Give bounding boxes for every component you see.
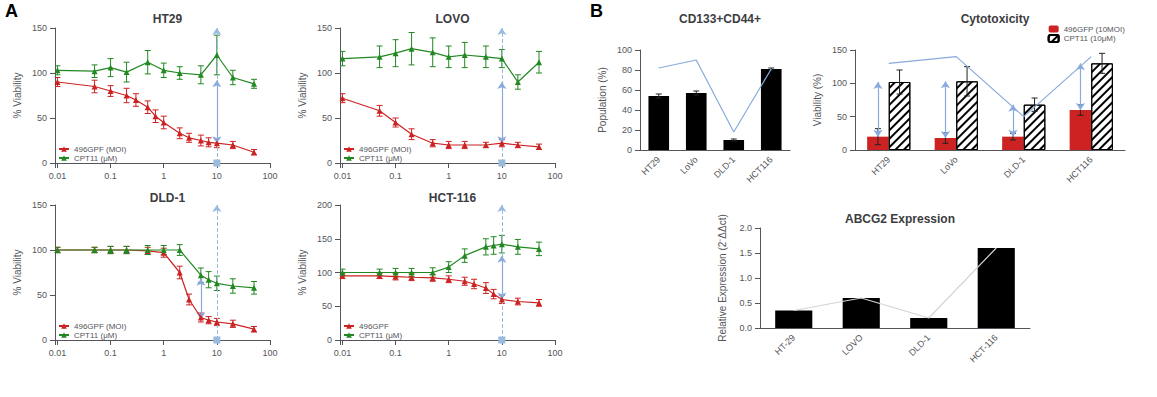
svg-text:150: 150 xyxy=(317,234,332,244)
svg-text:0.0: 0.0 xyxy=(739,323,752,333)
svg-text:10: 10 xyxy=(212,171,222,181)
svg-text:0.1: 0.1 xyxy=(104,348,117,358)
svg-text:150: 150 xyxy=(32,23,47,33)
svg-text:CPT11 (μM): CPT11 (μM) xyxy=(74,331,117,340)
svg-text:CD133+CD44+: CD133+CD44+ xyxy=(679,12,761,26)
svg-text:HCT-116: HCT-116 xyxy=(429,191,477,205)
svg-text:100: 100 xyxy=(262,348,277,358)
svg-text:10: 10 xyxy=(497,348,507,358)
svg-text:1: 1 xyxy=(446,171,451,181)
svg-text:ABCG2 Expression: ABCG2 Expression xyxy=(845,212,955,226)
svg-text:DLD-1: DLD-1 xyxy=(712,154,737,179)
svg-text:Relative Expression (2⁻ΔΔct): Relative Expression (2⁻ΔΔct) xyxy=(717,214,728,342)
svg-text:% Viability: % Viability xyxy=(12,73,23,119)
svg-text:HCT116: HCT116 xyxy=(1065,154,1095,184)
svg-text:% Viability: % Viability xyxy=(12,250,23,296)
svg-text:150: 150 xyxy=(832,45,847,55)
svg-text:10: 10 xyxy=(497,171,507,181)
svg-text:496GPF (MOI): 496GPF (MOI) xyxy=(359,145,412,154)
svg-text:150: 150 xyxy=(317,23,332,33)
svg-text:Population (%): Population (%) xyxy=(597,67,608,133)
svg-text:HCT116: HCT116 xyxy=(745,154,775,184)
svg-text:0.1: 0.1 xyxy=(389,348,402,358)
svg-text:80: 80 xyxy=(622,65,632,75)
svg-text:LOVO: LOVO xyxy=(435,12,469,26)
svg-text:200: 200 xyxy=(317,200,332,210)
svg-text:1: 1 xyxy=(161,348,166,358)
svg-text:Cytotoxicity: Cytotoxicity xyxy=(961,12,1030,26)
svg-text:DLD-1: DLD-1 xyxy=(907,332,932,357)
svg-text:100: 100 xyxy=(617,45,632,55)
svg-text:50: 50 xyxy=(37,113,47,123)
svg-text:LoVo: LoVo xyxy=(938,154,960,176)
svg-text:1.0: 1.0 xyxy=(739,273,752,283)
svg-text:0: 0 xyxy=(327,158,332,168)
svg-text:CPT11 (μM): CPT11 (μM) xyxy=(74,154,117,163)
svg-text:100: 100 xyxy=(547,171,562,181)
svg-text:0: 0 xyxy=(42,158,47,168)
svg-text:0: 0 xyxy=(327,335,332,345)
svg-text:100: 100 xyxy=(262,171,277,181)
svg-text:HT29: HT29 xyxy=(153,12,183,26)
svg-text:0: 0 xyxy=(42,335,47,345)
svg-text:A: A xyxy=(5,1,18,21)
svg-text:DLD-1: DLD-1 xyxy=(1002,154,1027,179)
svg-text:1: 1 xyxy=(446,348,451,358)
svg-text:0: 0 xyxy=(842,145,847,155)
svg-text:20: 20 xyxy=(622,125,632,135)
svg-text:50: 50 xyxy=(37,290,47,300)
svg-text:40: 40 xyxy=(622,105,632,115)
svg-text:496GPF (MOI): 496GPF (MOI) xyxy=(74,145,127,154)
svg-text:50: 50 xyxy=(322,113,332,123)
svg-text:100: 100 xyxy=(832,78,847,88)
svg-text:2.0: 2.0 xyxy=(739,223,752,233)
svg-text:CPT11 (μM): CPT11 (μM) xyxy=(359,331,402,340)
svg-text:0.1: 0.1 xyxy=(104,171,117,181)
svg-text:% Viability: % Viability xyxy=(297,250,308,296)
svg-text:CPT11 (10μM): CPT11 (10μM) xyxy=(1064,34,1116,43)
svg-text:100: 100 xyxy=(32,68,47,78)
svg-text:HCT-116: HCT-116 xyxy=(968,332,1000,364)
svg-text:% Viability: % Viability xyxy=(297,73,308,119)
svg-text:0.01: 0.01 xyxy=(334,171,352,181)
svg-text:CPT11 (μM): CPT11 (μM) xyxy=(359,154,402,163)
svg-text:0: 0 xyxy=(627,145,632,155)
svg-text:1: 1 xyxy=(161,171,166,181)
svg-text:100: 100 xyxy=(317,68,332,78)
svg-text:HT29: HT29 xyxy=(870,154,893,177)
svg-text:LoVo: LoVo xyxy=(678,154,700,176)
svg-text:496GFP (10MOI): 496GFP (10MOI) xyxy=(1064,25,1126,34)
svg-text:Viability (%): Viability (%) xyxy=(812,74,823,127)
svg-text:10: 10 xyxy=(212,348,222,358)
svg-text:DLD-1: DLD-1 xyxy=(150,191,186,205)
svg-text:100: 100 xyxy=(32,245,47,255)
svg-text:60: 60 xyxy=(622,85,632,95)
svg-text:50: 50 xyxy=(837,112,847,122)
svg-text:0.01: 0.01 xyxy=(334,348,352,358)
svg-text:496GPF: 496GPF xyxy=(359,322,389,331)
svg-text:100: 100 xyxy=(317,268,332,278)
svg-text:LOVO: LOVO xyxy=(840,332,865,357)
svg-text:100: 100 xyxy=(547,348,562,358)
svg-text:0.01: 0.01 xyxy=(49,348,67,358)
svg-text:496GPF (MOI): 496GPF (MOI) xyxy=(74,322,127,331)
svg-text:HT-29: HT-29 xyxy=(773,332,797,356)
svg-text:150: 150 xyxy=(32,200,47,210)
svg-text:50: 50 xyxy=(322,301,332,311)
svg-text:0.01: 0.01 xyxy=(49,171,67,181)
svg-text:B: B xyxy=(590,1,603,21)
svg-text:0.5: 0.5 xyxy=(739,298,752,308)
svg-text:HT29: HT29 xyxy=(640,154,663,177)
svg-text:0.1: 0.1 xyxy=(389,171,402,181)
svg-text:1.5: 1.5 xyxy=(739,248,752,258)
